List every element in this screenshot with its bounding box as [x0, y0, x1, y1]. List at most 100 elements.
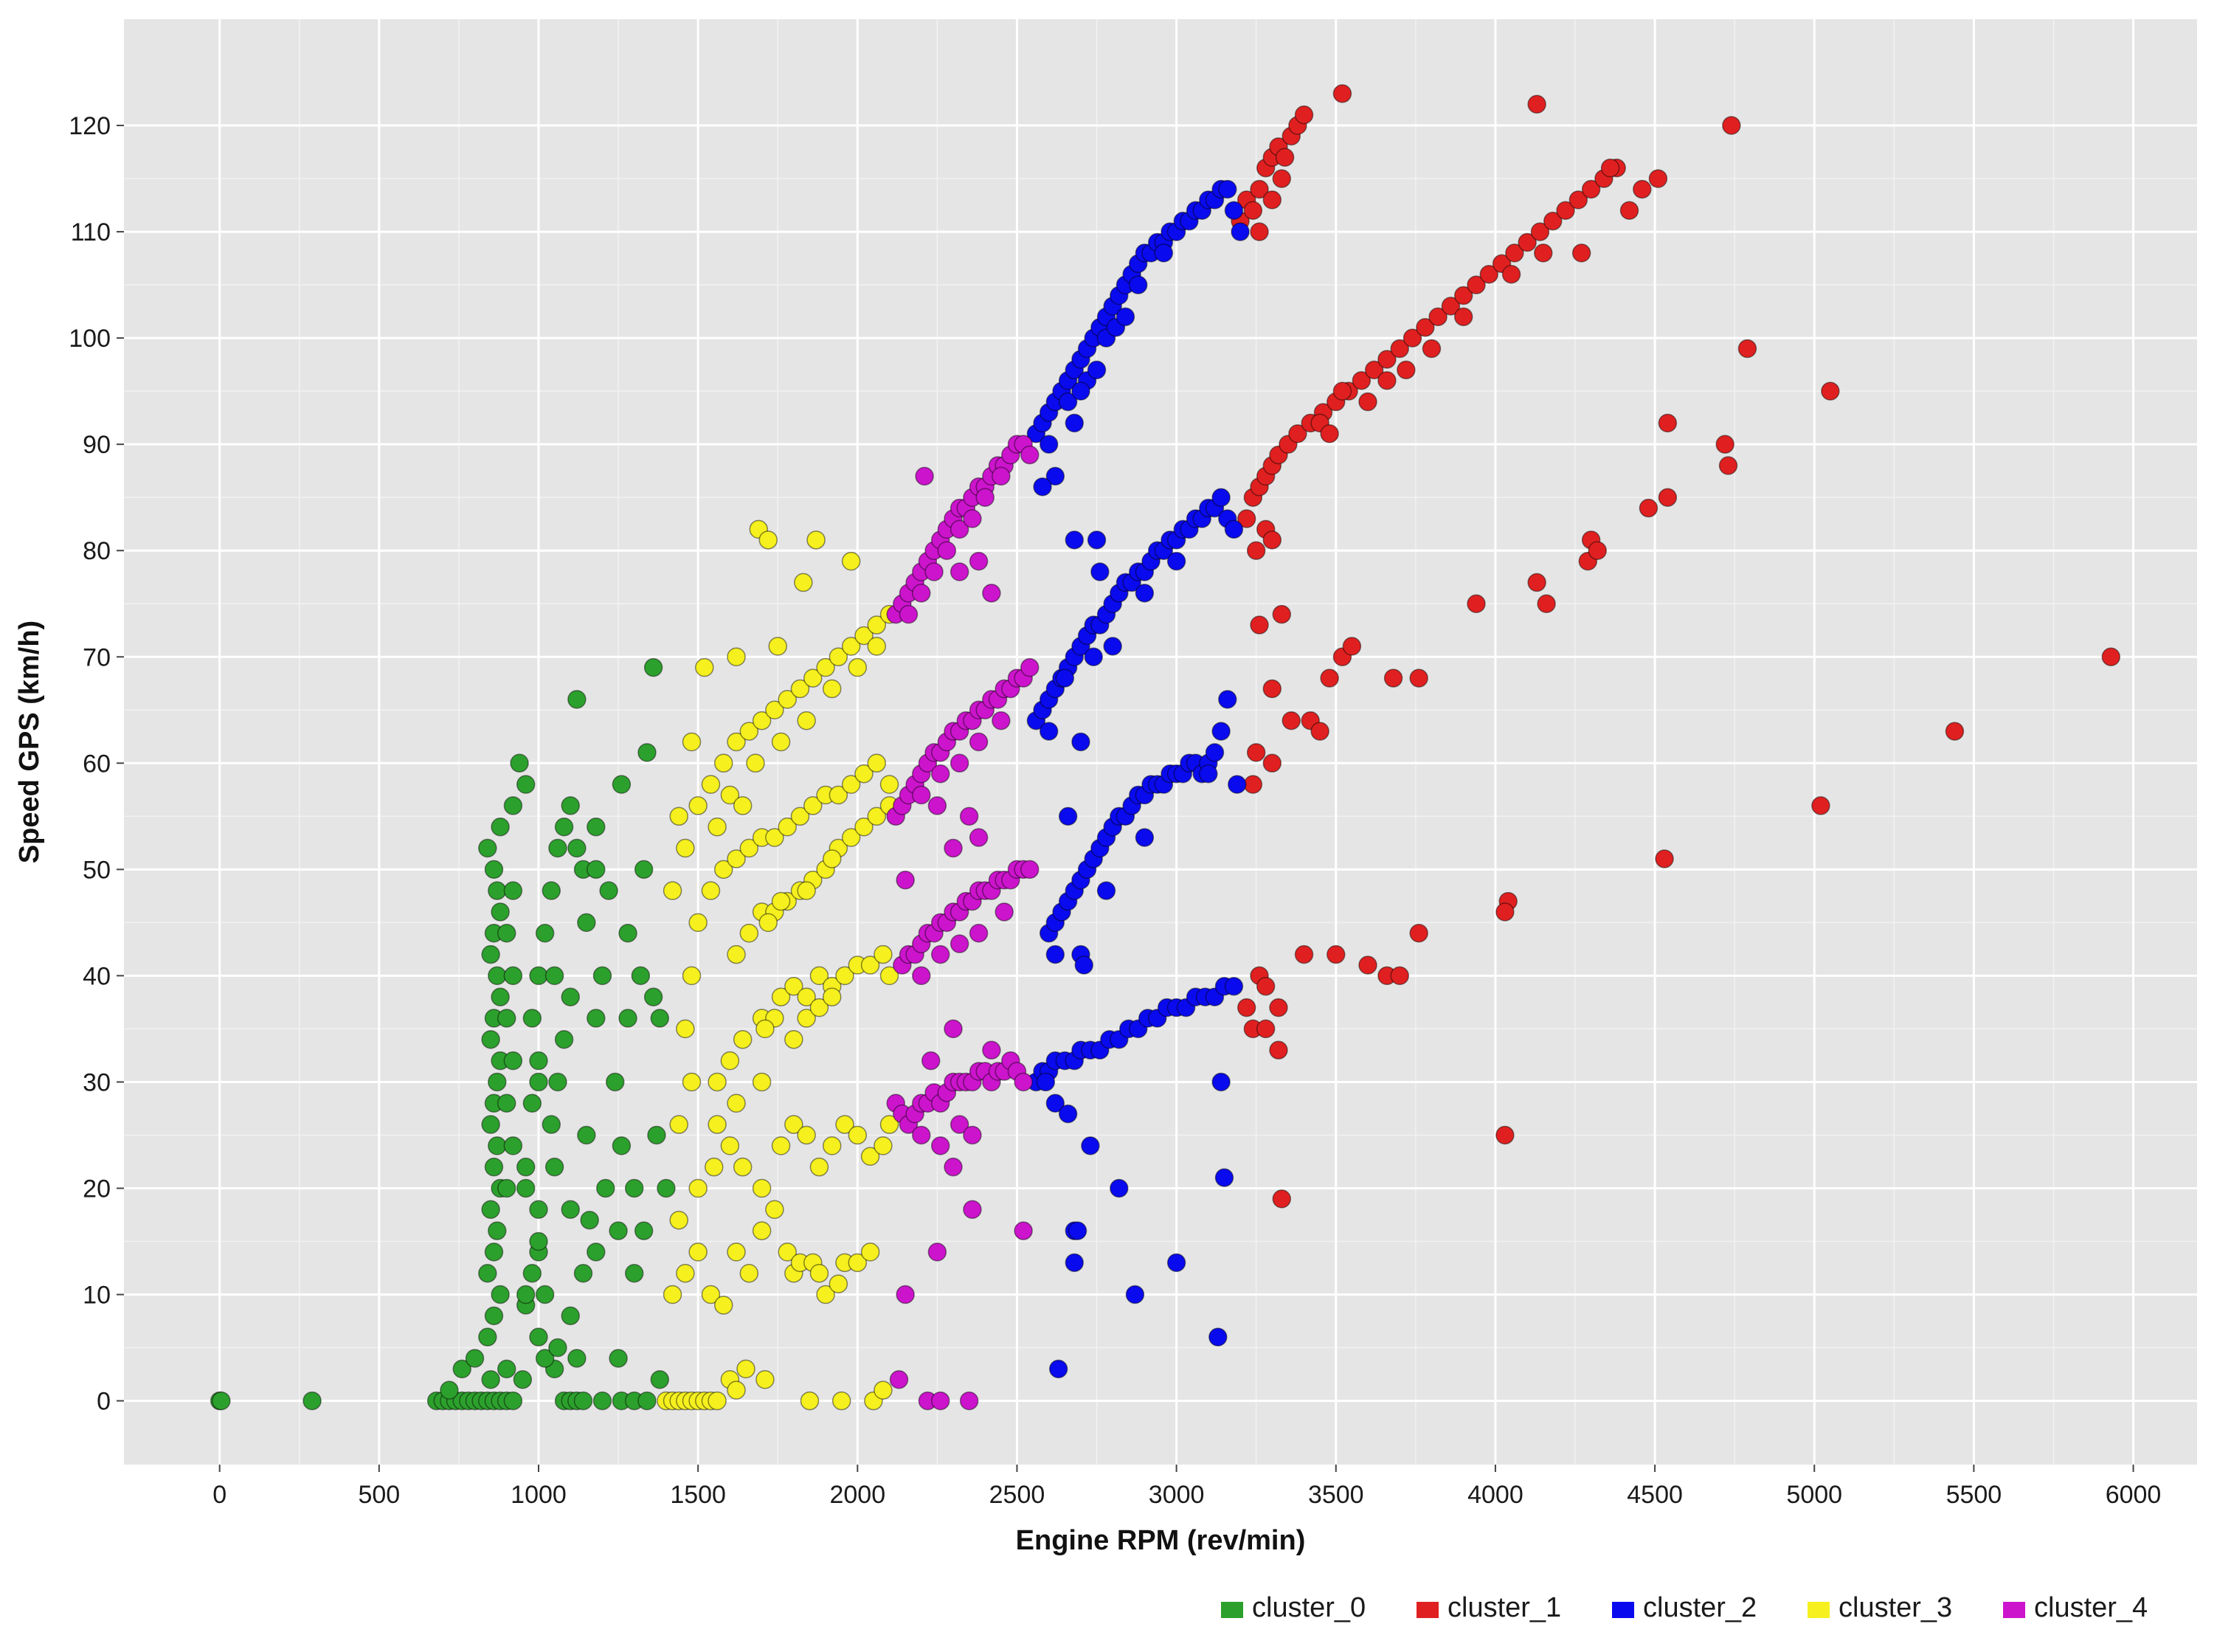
data-point: [816, 657, 835, 677]
data-point: [841, 551, 861, 571]
data-point: [488, 1136, 507, 1155]
data-point: [465, 1349, 485, 1368]
data-point: [809, 998, 829, 1017]
legend-swatch: [2003, 1602, 2025, 1618]
series-cluster-2: [1026, 179, 1250, 1379]
data-point: [784, 1115, 803, 1134]
x-tick-label: 5000: [1786, 1481, 1842, 1509]
data-point: [806, 530, 826, 550]
data-point: [1332, 84, 1352, 103]
data-point: [1655, 849, 1674, 868]
data-point: [874, 944, 893, 964]
data-point: [963, 509, 982, 528]
data-point: [596, 1178, 615, 1198]
data-point: [1811, 796, 1830, 815]
series-cluster-3: [657, 519, 899, 1411]
data-point: [1058, 392, 1078, 412]
data-point: [816, 1285, 835, 1304]
data-point: [1125, 1285, 1145, 1304]
data-point: [896, 1285, 915, 1304]
data-point: [1527, 94, 1546, 114]
data-point: [1383, 668, 1403, 688]
data-point: [915, 466, 934, 486]
data-point: [2101, 647, 2121, 667]
data-point: [1310, 722, 1329, 741]
data-point: [1154, 243, 1174, 263]
x-tick-label: 0: [212, 1481, 226, 1509]
data-point: [618, 1009, 637, 1028]
data-point: [752, 1221, 772, 1240]
data-point: [1342, 637, 1362, 656]
data-point: [577, 913, 596, 933]
data-point: [1543, 211, 1563, 231]
data-point: [1619, 201, 1639, 221]
data-point: [1237, 998, 1256, 1017]
data-point: [765, 828, 784, 847]
data-point: [1262, 190, 1282, 210]
data-point: [930, 944, 950, 964]
data-point: [544, 966, 564, 986]
data-point: [1039, 435, 1059, 454]
x-tick-label: 2500: [989, 1481, 1045, 1509]
data-point: [930, 764, 950, 784]
data-point: [758, 530, 778, 550]
data-point: [503, 1391, 523, 1411]
data-point: [503, 1136, 523, 1155]
data-point: [959, 1391, 979, 1411]
y-tick-label: 40: [83, 962, 111, 990]
data-point: [488, 881, 507, 900]
data-point: [927, 1243, 947, 1262]
data-point: [969, 732, 989, 752]
legend-swatch: [1808, 1602, 1830, 1618]
data-point: [516, 1178, 536, 1198]
data-point: [1243, 775, 1263, 794]
data-point: [912, 1125, 931, 1145]
data-point: [1390, 339, 1409, 359]
data-point: [1211, 722, 1231, 741]
data-point: [794, 573, 813, 592]
data-point: [1090, 562, 1110, 581]
data-point: [522, 1093, 542, 1113]
data-point: [930, 1136, 950, 1155]
data-point: [809, 1157, 829, 1177]
data-point: [1390, 966, 1409, 986]
data-point: [669, 1210, 688, 1230]
y-axis-ticks: 0 10 20 30 40 50 60 70 80 90 100 110 120: [69, 112, 124, 1416]
data-point: [1358, 955, 1377, 975]
legend-label: cluster_3: [1839, 1592, 1952, 1623]
data-point: [1332, 381, 1352, 401]
data-point: [848, 1253, 868, 1273]
data-point: [1715, 435, 1734, 454]
legend: cluster_0 cluster_1 cluster_2 cluster_3 clus…: [1221, 1592, 2148, 1623]
data-point: [516, 775, 536, 794]
data-point: [516, 1157, 536, 1177]
data-point: [1166, 1253, 1186, 1273]
data-point: [529, 1051, 548, 1071]
data-point: [1467, 275, 1486, 294]
data-point: [491, 1285, 510, 1304]
data-point: [701, 881, 721, 900]
data-point: [1397, 360, 1416, 380]
data-point: [1246, 743, 1266, 762]
data-point: [1272, 1189, 1292, 1209]
data-point: [1527, 573, 1546, 592]
data-point: [1600, 158, 1620, 178]
data-point: [720, 785, 740, 805]
data-point: [755, 1370, 775, 1389]
x-tick-label: 4000: [1467, 1481, 1523, 1509]
data-point: [1065, 530, 1085, 550]
data-point: [1269, 1040, 1288, 1060]
x-axis-ticks: 0 500 1000 1500 2000 2500 3000 3500 4000 4500 5000…: [212, 1465, 2161, 1509]
data-point: [867, 615, 886, 635]
data-point: [733, 796, 753, 815]
data-point: [778, 817, 797, 837]
data-point: [497, 1009, 516, 1028]
data-point: [992, 466, 1011, 486]
data-point: [995, 902, 1014, 922]
data-point: [765, 1200, 784, 1220]
data-point: [1722, 116, 1741, 135]
data-point: [1048, 1359, 1068, 1379]
data-point: [771, 732, 791, 752]
x-tick-label: 4500: [1627, 1481, 1683, 1509]
data-point: [548, 1338, 567, 1358]
